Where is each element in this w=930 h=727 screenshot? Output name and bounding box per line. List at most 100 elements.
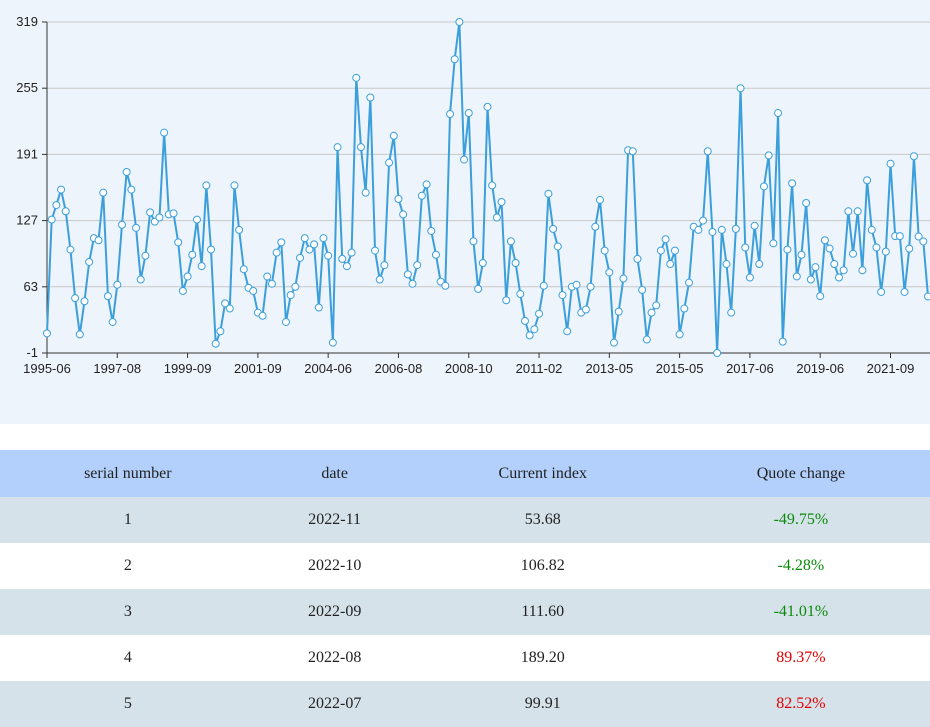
point (826, 245, 833, 252)
table-cell: -41.01% (672, 589, 930, 635)
point (104, 293, 111, 300)
x-tick-label: 2008-10 (445, 361, 493, 376)
point (671, 247, 678, 254)
point (728, 309, 735, 316)
point (372, 247, 379, 254)
point (601, 247, 608, 254)
point (53, 202, 60, 209)
header-cell: serial number (0, 450, 256, 497)
point (835, 274, 842, 281)
point (58, 186, 65, 193)
point (521, 317, 528, 324)
point (784, 246, 791, 253)
y-tick-label: -1 (26, 345, 38, 360)
point (882, 248, 889, 255)
point (320, 235, 327, 242)
point (554, 243, 561, 250)
point (72, 295, 79, 302)
point (292, 283, 299, 290)
x-tick-label: 2021-09 (867, 361, 915, 376)
table-cell: 53.68 (414, 497, 672, 543)
point (629, 148, 636, 155)
table-cell: 111.60 (414, 589, 672, 635)
table-cell: -49.75% (672, 497, 930, 543)
point (695, 226, 702, 233)
point (95, 237, 102, 244)
point (278, 239, 285, 246)
point (596, 196, 603, 203)
point (348, 249, 355, 256)
point (170, 210, 177, 217)
point (86, 258, 93, 265)
point (479, 260, 486, 267)
point (418, 192, 425, 199)
point (657, 247, 664, 254)
point (723, 261, 730, 268)
point (189, 251, 196, 258)
point (128, 186, 135, 193)
point (803, 200, 810, 207)
x-tick-label: 2004-06 (304, 361, 352, 376)
point (545, 190, 552, 197)
point (714, 350, 721, 357)
point (906, 245, 913, 252)
point (868, 226, 875, 233)
point (259, 312, 266, 319)
point (339, 255, 346, 262)
point (592, 223, 599, 230)
point (775, 110, 782, 117)
point (442, 282, 449, 289)
point (507, 238, 514, 245)
point (414, 262, 421, 269)
point (873, 244, 880, 251)
point (648, 309, 655, 316)
table-cell: -4.28% (672, 543, 930, 589)
point (208, 246, 215, 253)
point (395, 195, 402, 202)
point (821, 237, 828, 244)
point (76, 331, 83, 338)
point (161, 129, 168, 136)
point (461, 156, 468, 163)
point (676, 331, 683, 338)
point (311, 241, 318, 248)
point (44, 330, 51, 337)
point (559, 292, 566, 299)
point (770, 240, 777, 247)
point (611, 339, 618, 346)
point (48, 216, 55, 223)
point (751, 222, 758, 229)
point (231, 182, 238, 189)
point (854, 208, 861, 215)
point (489, 182, 496, 189)
point (240, 266, 247, 273)
point (264, 273, 271, 280)
y-tick-label: 319 (16, 14, 38, 29)
point (123, 168, 130, 175)
point (798, 251, 805, 258)
point (756, 261, 763, 268)
point (475, 285, 482, 292)
point (282, 318, 289, 325)
point (334, 144, 341, 151)
point (709, 228, 716, 235)
point (315, 304, 322, 311)
point (512, 260, 519, 267)
point (920, 238, 927, 245)
point (203, 182, 210, 189)
x-tick-label: 2001-09 (234, 361, 282, 376)
point (742, 244, 749, 251)
point (404, 271, 411, 278)
point (850, 250, 857, 257)
point (793, 273, 800, 280)
point (925, 293, 930, 300)
point (732, 225, 739, 232)
point (864, 177, 871, 184)
point (484, 103, 491, 110)
point (634, 255, 641, 262)
x-tick-label: 1995-06 (23, 361, 71, 376)
page: {"chart_data": {"type": "line", "color":… (0, 0, 930, 707)
